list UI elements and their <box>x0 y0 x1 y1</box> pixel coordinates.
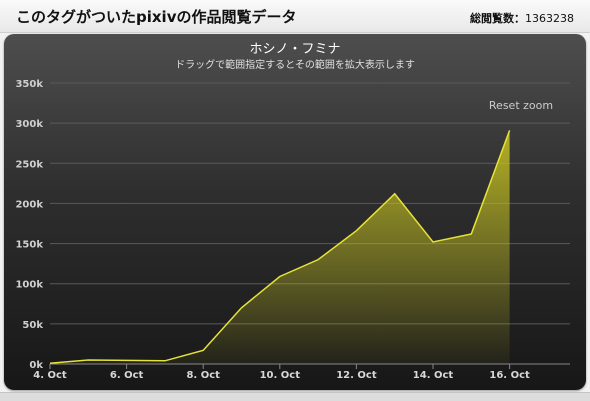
x-tick-label: 12. Oct <box>336 370 377 381</box>
page-header: このタグがついたpixivの作品閲覧データ 総閲覧数：1363238 <box>0 0 590 33</box>
y-tick-label: 150k <box>15 240 43 251</box>
x-tick-label: 16. Oct <box>489 370 530 381</box>
x-tick-label: 14. Oct <box>413 370 454 381</box>
data-point[interactable] <box>201 348 205 352</box>
data-point[interactable] <box>240 306 244 310</box>
y-tick-label: 350k <box>15 79 43 90</box>
data-point[interactable] <box>469 232 473 236</box>
y-tick-label: 250k <box>15 159 43 170</box>
y-tick-label: 300k <box>15 119 43 130</box>
y-tick-label: 0k <box>29 360 43 371</box>
data-point[interactable] <box>354 229 358 233</box>
data-point[interactable] <box>508 128 512 132</box>
x-tick-label: 4. Oct <box>33 370 67 381</box>
data-point[interactable] <box>163 359 167 363</box>
data-point[interactable] <box>393 192 397 196</box>
data-point[interactable] <box>86 358 90 362</box>
y-tick-label: 50k <box>22 320 43 331</box>
footer-strip <box>0 392 590 401</box>
chart-subtitle: ドラッグで範囲指定するとその範囲を拡大表示します <box>175 58 415 71</box>
y-tick-label: 100k <box>15 280 43 291</box>
x-tick-label: 8. Oct <box>186 370 220 381</box>
x-tick-label: 10. Oct <box>260 370 301 381</box>
data-point[interactable] <box>316 258 320 262</box>
views-chart[interactable]: ホシノ・フミナ ドラッグで範囲指定するとその範囲を拡大表示します 0k 50k 10… <box>4 34 586 390</box>
reset-zoom-button[interactable]: Reset zoom <box>482 94 562 114</box>
data-point[interactable] <box>431 240 435 244</box>
chart-title: ホシノ・フミナ <box>249 42 340 57</box>
reset-zoom-label[interactable]: Reset zoom <box>489 99 553 112</box>
chart-panel[interactable]: ホシノ・フミナ ドラッグで範囲指定するとその範囲を拡大表示します 0k 50k 10… <box>4 34 586 390</box>
data-point[interactable] <box>278 274 282 278</box>
x-tick-label: 6. Oct <box>110 370 144 381</box>
total-views-label: 総閲覧数： <box>470 12 525 25</box>
data-point[interactable] <box>125 358 129 362</box>
total-views-value: 1363238 <box>525 12 574 25</box>
total-views: 総閲覧数：1363238 <box>470 10 574 26</box>
page-title: このタグがついたpixivの作品閲覧データ <box>16 8 297 26</box>
series-line[interactable] <box>49 130 511 364</box>
y-tick-label: 200k <box>15 199 43 210</box>
series-area <box>50 130 510 364</box>
